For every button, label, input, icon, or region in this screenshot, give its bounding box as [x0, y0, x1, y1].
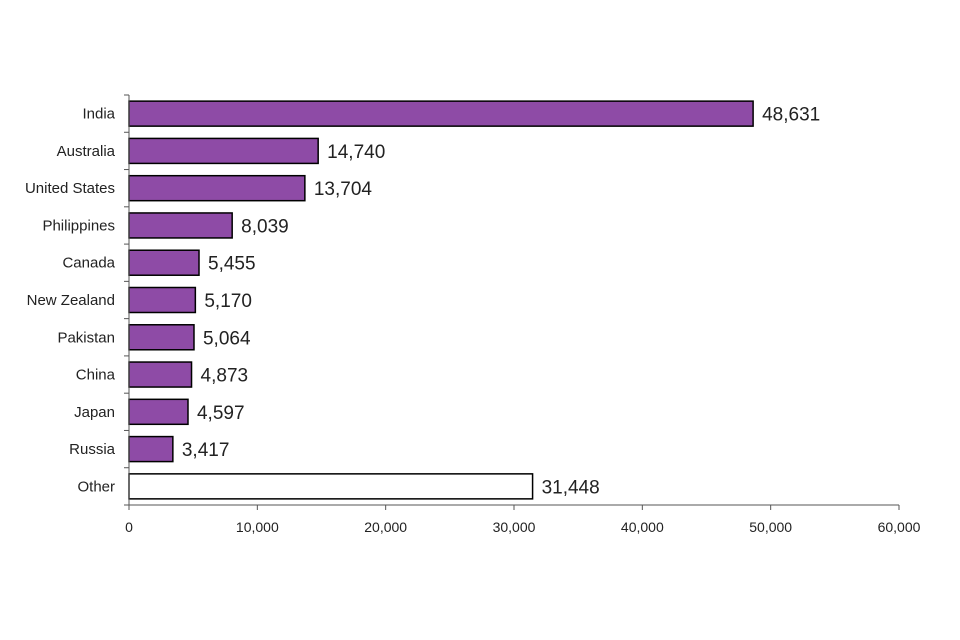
- x-tick-label: 10,000: [236, 519, 279, 535]
- x-tick-label: 30,000: [493, 519, 536, 535]
- category-label-pakistan: Pakistan: [57, 329, 115, 346]
- category-label-canada: Canada: [62, 255, 115, 272]
- bar-china: [128, 361, 193, 388]
- bar-india: [128, 100, 754, 127]
- value-label-india: 48,631: [762, 105, 820, 126]
- category-label-japan: Japan: [74, 404, 115, 421]
- x-tick-label: 60,000: [878, 519, 921, 535]
- category-label-russia: Russia: [69, 441, 116, 458]
- category-label-new-zealand: New Zealand: [27, 292, 115, 309]
- bar-united-states: [128, 174, 306, 202]
- x-tick-label: 0: [125, 519, 133, 535]
- value-label-philippines: 8,039: [241, 216, 289, 237]
- category-label-china: China: [76, 367, 116, 384]
- x-tick-label: 40,000: [621, 519, 664, 535]
- category-label-india: India: [82, 106, 115, 123]
- category-label-philippines: Philippines: [42, 217, 115, 234]
- category-label-other: Other: [77, 478, 115, 495]
- bar-other: [128, 473, 534, 500]
- value-label-china: 4,873: [201, 366, 249, 387]
- bar-canada: [128, 249, 200, 276]
- category-label-united-states: United States: [25, 180, 115, 197]
- category-labels: India Australia United States Philippines Ca…: [25, 106, 116, 496]
- bar-russia: [128, 435, 174, 463]
- bar-australia: [128, 137, 319, 165]
- value-label-united-states: 13,704: [314, 179, 373, 200]
- x-tick-label: 20,000: [364, 519, 407, 535]
- bar-japan: [128, 398, 189, 426]
- bars-group: [128, 100, 754, 500]
- bar-new-zealand: [128, 286, 197, 314]
- value-label-new-zealand: 5,170: [204, 291, 252, 312]
- value-label-japan: 4,597: [197, 403, 245, 424]
- value-label-pakistan: 5,064: [203, 328, 251, 349]
- value-label-australia: 14,740: [327, 142, 385, 163]
- bar-philippines: [128, 212, 233, 239]
- bar-pakistan: [128, 324, 195, 351]
- value-label-other: 31,448: [542, 477, 600, 498]
- value-labels: 48,631 14,740 13,704 8,039 5,455 5,170 5,064 4,…: [182, 105, 820, 499]
- axes-group: 0 10,000 20,000 30,000 40,000 50,000 60,000: [124, 94, 921, 535]
- x-tick-label: 50,000: [749, 519, 792, 535]
- value-label-canada: 5,455: [208, 254, 256, 275]
- value-label-russia: 3,417: [182, 440, 230, 461]
- category-label-australia: Australia: [57, 143, 116, 160]
